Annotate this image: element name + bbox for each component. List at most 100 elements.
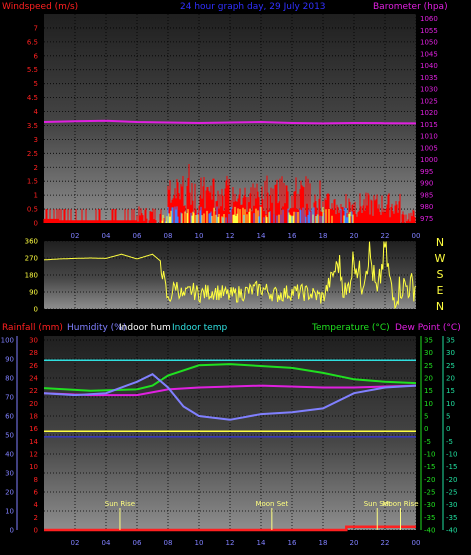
wind-tick-label: 7 [34, 24, 38, 32]
temp-tick-label: -40 [424, 527, 435, 535]
hour-tick-label: 10 [195, 539, 204, 547]
event-label: Moon Set [255, 500, 288, 508]
humidity-line [43, 373, 417, 421]
dew-tick-label: -10 [446, 451, 457, 459]
rain-tick-label: 22 [29, 387, 38, 395]
rain-tick-label: 18 [29, 413, 38, 421]
humidity-tick-label: 10 [5, 508, 14, 516]
dew-tick-label: 20 [446, 375, 455, 383]
hour-tick-label: 00 [412, 539, 421, 547]
hour-tick-label: 02 [71, 539, 80, 547]
rain-tick-label: 0 [34, 527, 38, 535]
dew-tick-label: 35 [446, 337, 455, 345]
temp-tick-label: 15 [424, 387, 433, 395]
humidity-tick-label: 20 [5, 489, 14, 497]
dew-tick-label: -35 [446, 514, 457, 522]
dew-tick-label: 15 [446, 387, 455, 395]
baro-tick-label: 1060 [420, 15, 438, 23]
baro-tick-label: 990 [420, 180, 433, 188]
wind-tick-label: 6 [34, 52, 39, 60]
temp-tick-label: 20 [424, 375, 433, 383]
dew-tick-label: 25 [446, 362, 455, 370]
baro-tick-label: 1045 [420, 50, 438, 58]
rain-tick-label: 28 [29, 349, 38, 357]
hour-tick-label: 20 [350, 539, 359, 547]
windspeed-label: Windspeed (m/s) [2, 2, 78, 12]
direction-tick-label: 270 [25, 255, 38, 263]
compass-letter: N [436, 236, 444, 249]
baro-tick-label: 1000 [420, 156, 438, 164]
hour-tick-label: 20 [350, 232, 359, 240]
baro-tick-label: 975 [420, 215, 433, 223]
temp-tick-label: -5 [424, 438, 431, 446]
chart-title: 24 hour graph day, 29 July 2013 [180, 2, 326, 12]
baro-tick-label: 985 [420, 191, 433, 199]
wind-tick-label: 5.5 [27, 66, 38, 74]
baro-tick-label: 1040 [420, 62, 438, 70]
baro-tick-label: 1010 [420, 133, 438, 141]
hour-tick-label: 04 [102, 232, 111, 240]
direction-tick-label: 0 [34, 306, 38, 314]
dew-tick-label: -20 [446, 476, 457, 484]
compass-letter: W [435, 252, 446, 265]
temp-tick-label: -10 [424, 451, 435, 459]
rain-tick-label: 20 [29, 400, 38, 408]
hour-tick-label: 18 [319, 539, 328, 547]
humidity-tick-label: 70 [5, 394, 14, 402]
temp-tick-label: -30 [424, 501, 435, 509]
hour-tick-label: 08 [164, 539, 173, 547]
humidity-tick-label: 80 [5, 375, 14, 383]
wind-tick-label: 1.5 [27, 178, 38, 186]
dew-tick-label: 10 [446, 400, 455, 408]
humidity-tick-label: 100 [1, 337, 14, 345]
humidity-tick-label: 40 [5, 451, 14, 459]
wind-tick-label: 2.5 [27, 150, 38, 158]
rain-tick-label: 24 [29, 375, 38, 383]
hour-tick-label: 16 [288, 232, 297, 240]
rainfall-line [44, 525, 416, 532]
barometer-line [43, 119, 417, 125]
hour-tick-label: 10 [195, 232, 204, 240]
hour-tick-label: 18 [319, 232, 328, 240]
baro-tick-label: 995 [420, 168, 433, 176]
humidity-tick-label: 60 [5, 413, 14, 421]
hour-tick-label: 14 [257, 232, 266, 240]
indoor-hum-line [43, 384, 417, 397]
wind-tick-label: 5 [34, 80, 38, 88]
baro-tick-label: 1005 [420, 144, 438, 152]
baro-tick-label: 980 [420, 203, 433, 211]
hour-tick-label: 12 [226, 539, 235, 547]
hour-tick-label: 06 [133, 232, 142, 240]
direction-tick-label: 360 [25, 238, 38, 246]
event-label: Sun Rise [105, 500, 135, 508]
hour-tick-label: 22 [381, 232, 390, 240]
hour-tick-label: 08 [164, 232, 173, 240]
temp-tick-label: 10 [424, 400, 433, 408]
humidity-tick-label: 50 [5, 432, 14, 440]
compass-letter: E [437, 284, 444, 297]
humidity-tick-label: 90 [5, 356, 14, 364]
dew-tick-label: -25 [446, 489, 457, 497]
rainfall-label: Rainfall (mm) [2, 323, 63, 333]
wind-tick-label: 2 [34, 164, 38, 172]
dew-tick-label: -15 [446, 463, 457, 471]
hour-tick-label: 22 [381, 539, 390, 547]
compass-letter: S [437, 268, 444, 281]
temperature-line [43, 363, 417, 392]
baro-tick-label: 1050 [420, 39, 438, 47]
temp-tick-label: 35 [424, 337, 433, 345]
baro-tick-label: 1055 [420, 27, 438, 35]
compass-letter: N [436, 300, 444, 313]
rain-tick-label: 10 [29, 463, 38, 471]
humidity-tick-label: 30 [5, 470, 14, 478]
indoor-hum-label: Indoor hum [119, 323, 171, 333]
rain-tick-label: 2 [34, 514, 38, 522]
direction-tick-label: 180 [25, 272, 38, 280]
wind-tick-label: 1 [34, 192, 38, 200]
temp-tick-label: 0 [424, 425, 428, 433]
temp-tick-label: 25 [424, 362, 433, 370]
rain-tick-label: 4 [34, 501, 39, 509]
wind-tick-label: 4 [34, 108, 39, 116]
rain-tick-label: 8 [34, 476, 38, 484]
dew-tick-label: 0 [446, 425, 450, 433]
